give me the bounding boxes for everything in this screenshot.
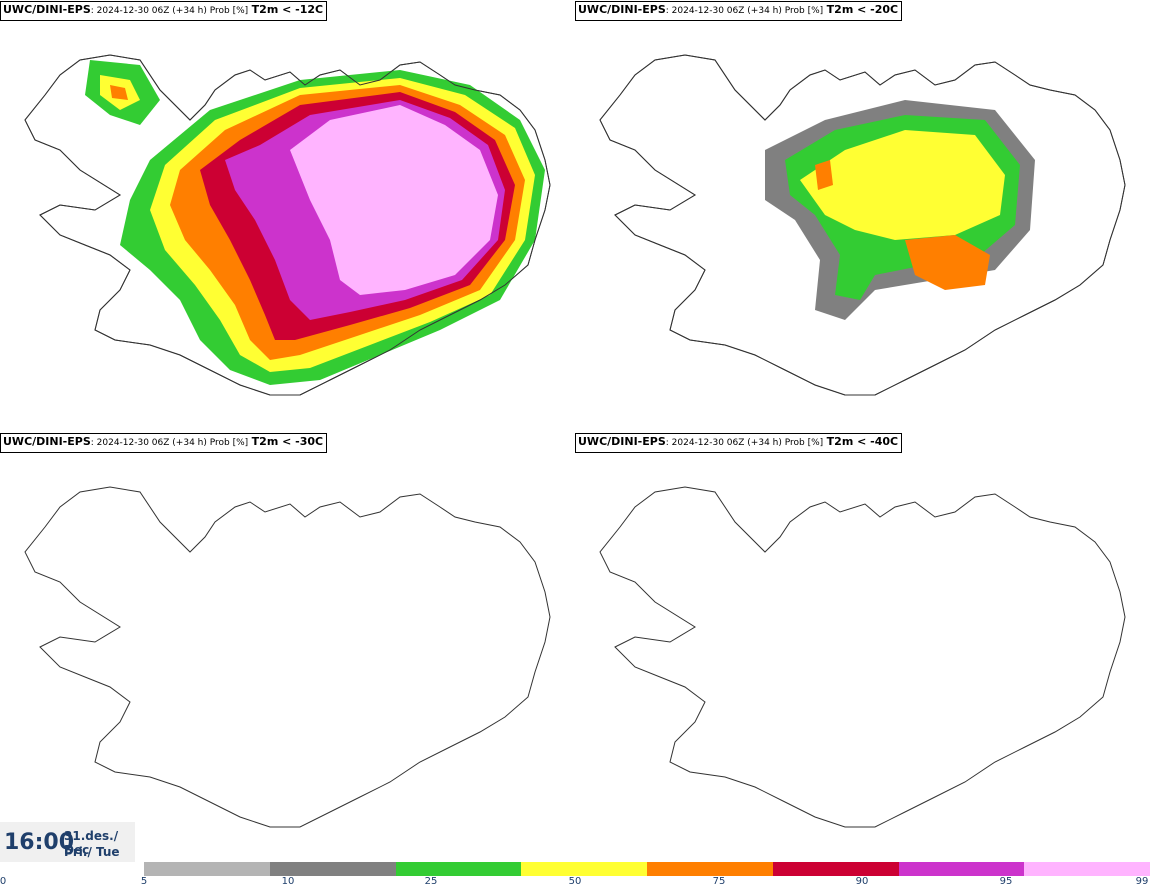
colorbar-tick-label: 5 bbox=[140, 876, 148, 887]
variable-label: T2m < -40C bbox=[826, 435, 899, 448]
panel-header: UWC/DINI-EPS: 2024-12-30 06Z (+34 h) Pro… bbox=[0, 433, 328, 453]
colorbar-segment bbox=[898, 862, 1025, 876]
run-info: : 2024-12-30 06Z (+34 h) Prob [%] bbox=[665, 438, 824, 448]
colorbar-tick-label: 90 bbox=[855, 876, 869, 887]
panel-header: UWC/DINI-EPS: 2024-12-30 06Z (+34 h) Pro… bbox=[0, 1, 328, 21]
colorbar-segment bbox=[647, 862, 773, 876]
valid-date: 31.des./ Dec bbox=[64, 829, 119, 857]
map-panel-t2m-minus30: UWC/DINI-EPS: 2024-12-30 06Z (+34 h) Pro… bbox=[0, 432, 575, 862]
valid-time: 16:00 bbox=[4, 830, 75, 855]
colorbar-tick-label: 95 bbox=[999, 876, 1013, 887]
iceland-probability-map bbox=[599, 54, 1126, 396]
panel-header: UWC/DINI-EPS: 2024-12-30 06Z (+34 h) Pro… bbox=[575, 433, 903, 453]
model-name: UWC/DINI-EPS bbox=[578, 3, 666, 16]
colorbar-segment bbox=[144, 862, 270, 876]
model-name: UWC/DINI-EPS bbox=[3, 435, 91, 448]
iceland-probability-map bbox=[24, 54, 551, 396]
colorbar-tick-label: 0 bbox=[0, 876, 7, 887]
map-panel-t2m-minus12: UWC/DINI-EPS: 2024-12-30 06Z (+34 h) Pro… bbox=[0, 0, 575, 430]
valid-weekday: Þri./ Tue bbox=[64, 845, 120, 859]
colorbar-segment bbox=[269, 862, 396, 876]
variable-label: T2m < -12C bbox=[251, 3, 324, 16]
variable-label: T2m < -20C bbox=[826, 3, 899, 16]
colorbar-tick-label: 75 bbox=[712, 876, 726, 887]
run-info: : 2024-12-30 06Z (+34 h) Prob [%] bbox=[90, 438, 249, 448]
run-info: : 2024-12-30 06Z (+34 h) Prob [%] bbox=[90, 6, 249, 16]
probability-colorbar bbox=[144, 862, 1150, 876]
model-name: UWC/DINI-EPS bbox=[578, 435, 666, 448]
colorbar-segment bbox=[1024, 862, 1150, 876]
colorbar-tick-label: 25 bbox=[424, 876, 438, 887]
colorbar-tick-label: 99 bbox=[1135, 876, 1149, 887]
colorbar-segment bbox=[395, 862, 522, 876]
iceland-probability-map bbox=[599, 486, 1126, 828]
panel-header: UWC/DINI-EPS: 2024-12-30 06Z (+34 h) Pro… bbox=[575, 1, 903, 21]
colorbar-segment bbox=[772, 862, 899, 876]
colorbar-segment bbox=[521, 862, 647, 876]
map-panel-t2m-minus20: UWC/DINI-EPS: 2024-12-30 06Z (+34 h) Pro… bbox=[575, 0, 1150, 430]
map-panel-t2m-minus40: UWC/DINI-EPS: 2024-12-30 06Z (+34 h) Pro… bbox=[575, 432, 1150, 862]
variable-label: T2m < -30C bbox=[251, 435, 324, 448]
iceland-probability-map bbox=[24, 486, 551, 828]
valid-time-box: 16:00 31.des./ Dec Þri./ Tue bbox=[0, 822, 135, 862]
colorbar-tick-label: 50 bbox=[568, 876, 582, 887]
model-name: UWC/DINI-EPS bbox=[3, 3, 91, 16]
run-info: : 2024-12-30 06Z (+34 h) Prob [%] bbox=[665, 6, 824, 16]
colorbar-tick-label: 10 bbox=[281, 876, 295, 887]
